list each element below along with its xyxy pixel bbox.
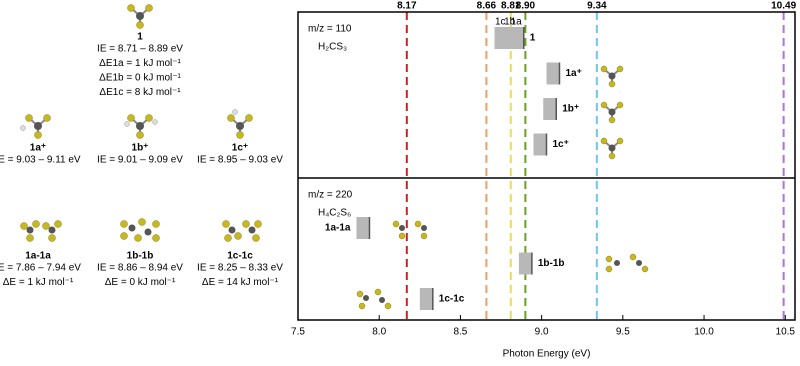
x-tick-label: 10.0 [694,327,714,338]
structure-info: IE = 8.71 – 8.89 eV [97,44,183,55]
structure-label: 1c-1c [227,251,253,262]
structure-info: ΔE1c = 8 kJ mol⁻¹ [99,87,181,98]
threshold-label: 9.34 [587,1,607,12]
x-tick-label: 9.5 [616,327,630,338]
group-label: 1c-1c [439,294,465,305]
threshold-label: 8.17 [397,1,417,12]
conformer-label: 1b [504,17,516,28]
mz-label: m/z = 110 [308,24,352,35]
group-label: 1b-1b [538,258,565,269]
mz-label: m/z = 220 [308,190,353,201]
formula-label: H₄C₂S₆ [318,208,351,219]
structure-info: ΔE = 0 kJ mol⁻¹ [105,277,176,288]
structure-label: 1a⁺ [30,143,46,154]
x-tick-label: 8.5 [453,327,467,338]
structure-info: IE = 9.03 – 9.11 eV [0,155,81,166]
threshold-label: 8.66 [477,1,497,12]
group-label: 1c⁺ [553,139,569,150]
structure-info: IE = 8.86 – 8.94 eV [97,263,183,274]
ie-range-bar [546,62,560,85]
x-axis-label: Photon Energy (eV) [503,349,591,360]
ie-range-bar [356,217,370,239]
formula-label: H₂CS₃ [318,42,347,53]
ie-range-bar [419,288,433,310]
structure-info: ΔE = 1 kJ mol⁻¹ [3,277,74,288]
structure-info: ΔE1b = 0 kJ mol⁻¹ [99,73,181,84]
molecule-icons [20,4,649,310]
structure-info: ΔE1a = 1 kJ mol⁻¹ [99,58,181,69]
threshold-label: 8.90 [516,1,536,12]
structure-info: IE = 9.01 – 9.09 eV [97,155,183,166]
group-label: 1 [530,33,536,44]
structure-info: IE = 8.25 – 8.33 eV [197,263,283,274]
structure-label: 1 [137,32,143,43]
ie-range-bar [510,27,524,49]
plot-frame [297,11,796,321]
structure-info: IE = 8.95 – 9.03 eV [197,155,283,166]
x-tick-label: 10.5 [776,327,796,338]
structure-label: 1b-1b [127,251,154,262]
x-tick-label: 8.0 [372,327,386,338]
structure-label: 1a-1a [25,251,51,262]
group-label: 1a-1a [325,223,351,234]
structure-info: ΔE = 14 kJ mol⁻¹ [202,277,279,288]
threshold-label: 8.81 [501,1,521,12]
group-label: 1a⁺ [565,68,581,79]
x-tick-label: 9.0 [535,327,549,338]
structure-label: 1c⁺ [232,143,248,154]
structure-label: 1b⁺ [132,143,149,154]
x-tick-label: 7.5 [291,327,305,338]
conformer-label: 1c [495,17,506,28]
threshold-label: 10.49 [771,1,796,12]
structure-info: IE = 7.86 – 7.94 eV [0,263,81,274]
ie-range-bar [543,98,557,120]
conformer-label: 1a [511,17,523,28]
ie-range-bar [518,252,532,275]
group-label: 1b⁺ [562,104,579,115]
ie-range-bar [533,133,547,156]
